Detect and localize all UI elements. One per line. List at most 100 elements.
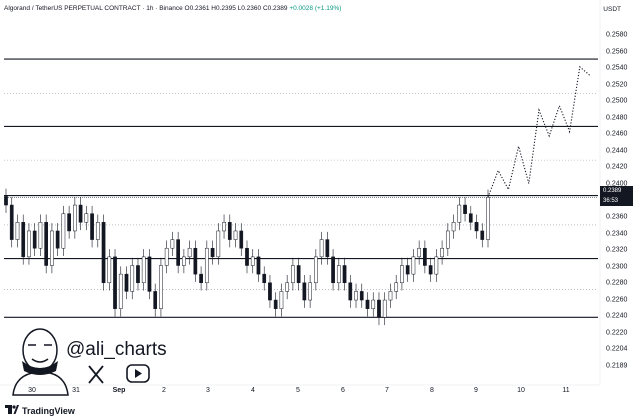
time-tick: 9 xyxy=(474,387,478,394)
candle-body xyxy=(308,282,312,301)
candle-body xyxy=(222,222,226,232)
candle-body xyxy=(147,256,152,292)
change-value: +0.0028 (+1.19%) xyxy=(289,5,342,12)
candle-body xyxy=(325,239,330,258)
candle-body xyxy=(101,222,106,284)
candle-body xyxy=(302,282,307,301)
tradingview-logo-icon xyxy=(5,405,19,416)
candle-body xyxy=(21,222,26,258)
candle-body xyxy=(176,239,180,266)
time-tick: 6 xyxy=(341,387,345,394)
price-tick: 0.2360 xyxy=(606,213,628,221)
candle-body xyxy=(354,291,358,301)
candle-body xyxy=(474,222,479,232)
candle-body xyxy=(27,230,31,258)
time-tick: 11 xyxy=(562,387,570,394)
candle-body xyxy=(170,239,175,249)
time-tick: 30 xyxy=(28,387,36,394)
ohlc-values: O0.2361 H0.2395 L0.2360 C0.2389 xyxy=(184,5,288,12)
candle-body xyxy=(130,265,135,292)
candle-body xyxy=(417,247,421,258)
candle-body xyxy=(296,265,301,284)
candle-body xyxy=(405,265,410,275)
countdown-value: 36:53 xyxy=(603,198,619,204)
x-icon[interactable] xyxy=(88,365,104,384)
price-tick: 0.2204 xyxy=(606,345,628,353)
candle-body xyxy=(124,273,129,292)
candle-body xyxy=(239,230,244,249)
time-tick: 5 xyxy=(296,387,300,394)
candle-body xyxy=(291,265,295,284)
price-tick: 0.2240 xyxy=(606,312,628,320)
tradingview-logo[interactable]: TradingView xyxy=(5,405,75,416)
candle-body xyxy=(377,299,381,318)
watermark-handle: @ali_charts xyxy=(66,339,167,360)
time-tick: Sep xyxy=(112,387,126,394)
candle-body xyxy=(199,273,203,284)
candle-body xyxy=(9,204,14,240)
candle-body xyxy=(182,256,186,266)
symbol-header: Algorand / TetherUS PERPETUAL CONTRACT ·… xyxy=(4,5,341,12)
price-tick: 0.2340 xyxy=(606,230,628,238)
price-tick: 0.2440 xyxy=(606,147,628,155)
candle-body xyxy=(210,247,215,258)
price-tick: 0.2320 xyxy=(606,246,628,254)
candle-body xyxy=(262,273,267,284)
price-tick: 0.2189 xyxy=(606,362,628,370)
candle-body xyxy=(118,273,123,309)
price-tick: 0.2220 xyxy=(606,329,628,337)
candle-body xyxy=(359,291,364,301)
price-tick: 0.2560 xyxy=(606,48,628,56)
candle-body xyxy=(451,222,456,232)
candle-body xyxy=(348,282,353,301)
candle-body xyxy=(113,256,117,309)
projection-path xyxy=(487,65,591,198)
candle-body xyxy=(279,291,284,309)
candle-body xyxy=(480,230,485,240)
candle-body xyxy=(193,247,198,275)
candle-body xyxy=(187,247,192,258)
candle-body xyxy=(204,247,209,284)
candle-body xyxy=(434,256,439,275)
candle-body xyxy=(84,213,89,223)
candle-body xyxy=(445,230,450,249)
candle-body xyxy=(245,247,249,266)
candle-body xyxy=(273,299,278,309)
currency-label: USDT xyxy=(603,6,621,13)
candle-body xyxy=(365,299,370,309)
candle-body xyxy=(268,282,272,301)
time-tick: 3 xyxy=(206,387,210,394)
candle-body xyxy=(331,256,335,284)
candle-body xyxy=(440,247,444,258)
candle-body xyxy=(382,299,387,318)
price-tick: 0.2260 xyxy=(606,296,628,304)
candle-body xyxy=(314,256,318,284)
price-tick: 0.2580 xyxy=(606,31,628,39)
candle-body xyxy=(78,204,83,223)
candle-body xyxy=(107,256,112,284)
time-tick: 2 xyxy=(162,387,166,394)
price-tick: 0.2480 xyxy=(606,114,628,122)
candle-body xyxy=(95,222,100,240)
candles xyxy=(4,188,490,326)
price-tick: 0.2400 xyxy=(606,180,628,188)
current-price-value: 0.2389 xyxy=(603,188,622,194)
projected-path-line xyxy=(487,65,591,198)
candle-body xyxy=(32,230,37,249)
candle-body xyxy=(141,256,146,284)
tradingview-label: TradingView xyxy=(22,405,75,416)
candle-body xyxy=(428,265,433,275)
candle-body xyxy=(50,230,54,266)
youtube-icon[interactable] xyxy=(126,364,150,383)
candle-body xyxy=(159,265,163,309)
candle-body xyxy=(423,247,427,266)
avatar-icon xyxy=(12,328,69,396)
candle-body xyxy=(136,265,140,284)
candle-body xyxy=(342,265,347,284)
candle-body xyxy=(38,222,43,249)
candle-body xyxy=(153,291,158,309)
time-tick: 10 xyxy=(517,387,525,394)
candle-body xyxy=(233,230,238,240)
candle-body xyxy=(468,213,473,223)
